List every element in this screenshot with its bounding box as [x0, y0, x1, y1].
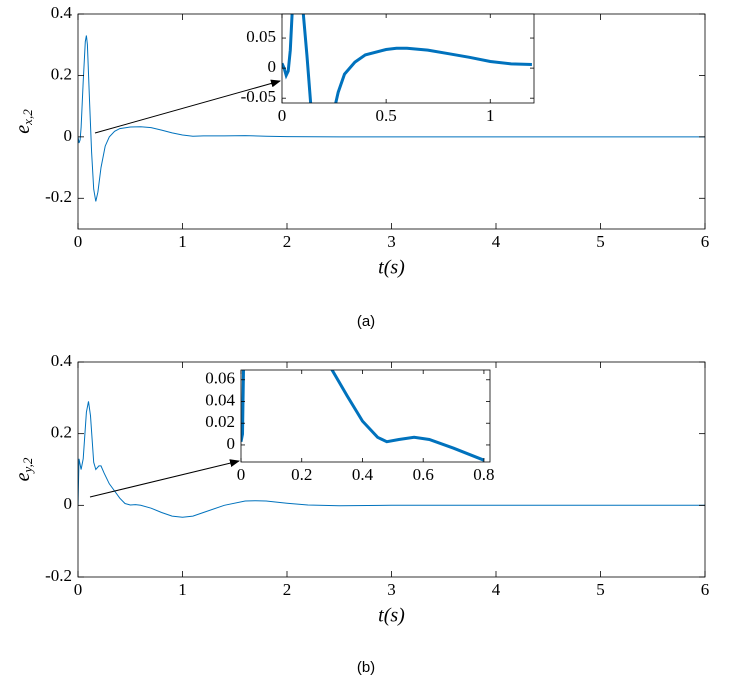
y-label-base: e	[12, 125, 34, 134]
x-axis-label: t(s)	[378, 257, 405, 279]
y-tick-label: 0.06	[205, 369, 235, 388]
y-tick-label: 0	[268, 57, 277, 76]
y-label-sub: x,2	[20, 109, 35, 126]
data-line	[241, 370, 485, 462]
y-tick-label: 0	[64, 126, 73, 145]
y-tick-label: 0.05	[246, 27, 276, 46]
x-tick-label: 0.8	[473, 465, 494, 484]
axes-box	[281, 13, 535, 104]
caption: (a)	[357, 313, 375, 330]
plot-area	[282, 14, 534, 103]
x-tick-label: 0.4	[352, 465, 374, 484]
y-tick-label: 0.4	[51, 351, 73, 370]
y-tick-label: 0.2	[51, 64, 72, 83]
data-line	[78, 401, 705, 518]
y-label-sub: y,2	[20, 457, 35, 474]
zoom-arrow	[94, 79, 281, 134]
x-tick-label: 5	[596, 580, 605, 599]
x-tick-label: 6	[701, 580, 710, 599]
y-axis-label: ex,2	[12, 109, 35, 134]
y-tick-label: -0.2	[45, 566, 72, 585]
y-tick-label: 0.04	[205, 390, 235, 409]
x-tick-label: 4	[492, 232, 501, 251]
x-tick-label: 4	[492, 580, 501, 599]
x-tick-label: 0	[74, 232, 83, 251]
x-tick-label: 2	[283, 580, 292, 599]
y-tick-label: 0.02	[205, 412, 235, 431]
x-tick-label: 0	[237, 465, 246, 484]
data-line	[78, 35, 705, 202]
y-tick-label: -0.05	[241, 87, 276, 106]
caption: (b)	[357, 659, 375, 676]
x-axis-label: t(s)	[378, 605, 405, 627]
y-tick-label: 0.4	[51, 3, 73, 22]
x-tick-label: 0.2	[291, 465, 312, 484]
x-tick-label: 1	[178, 580, 187, 599]
axes: 0 0.2 0.4 0.6 0.8 0 0.02 0.04 0.06	[205, 369, 494, 484]
x-tick-label: 0	[74, 580, 83, 599]
x-tick-label: 5	[596, 232, 605, 251]
x-tick-label: 1	[178, 232, 187, 251]
x-tick-label: 6	[701, 232, 710, 251]
y-label-base: e	[12, 472, 34, 481]
data-line	[282, 14, 532, 103]
y-tick-label: 0	[227, 434, 236, 453]
y-axis-label: ey,2	[12, 457, 35, 481]
y-tick-label: 0	[64, 494, 73, 513]
y-tick-label: -0.2	[45, 187, 72, 206]
x-tick-label: 2	[283, 232, 292, 251]
x-tick-label: 0.6	[413, 465, 434, 484]
zoom-arrow	[89, 459, 240, 498]
x-tick-label: 1	[486, 106, 495, 125]
y-tick-label: 0.2	[51, 423, 72, 442]
x-tick-label: 0.5	[376, 106, 397, 125]
x-tick-label: 0	[278, 106, 287, 125]
x-tick-label: 3	[387, 232, 396, 251]
x-tick-label: 3	[387, 580, 396, 599]
axes-box	[240, 369, 491, 463]
